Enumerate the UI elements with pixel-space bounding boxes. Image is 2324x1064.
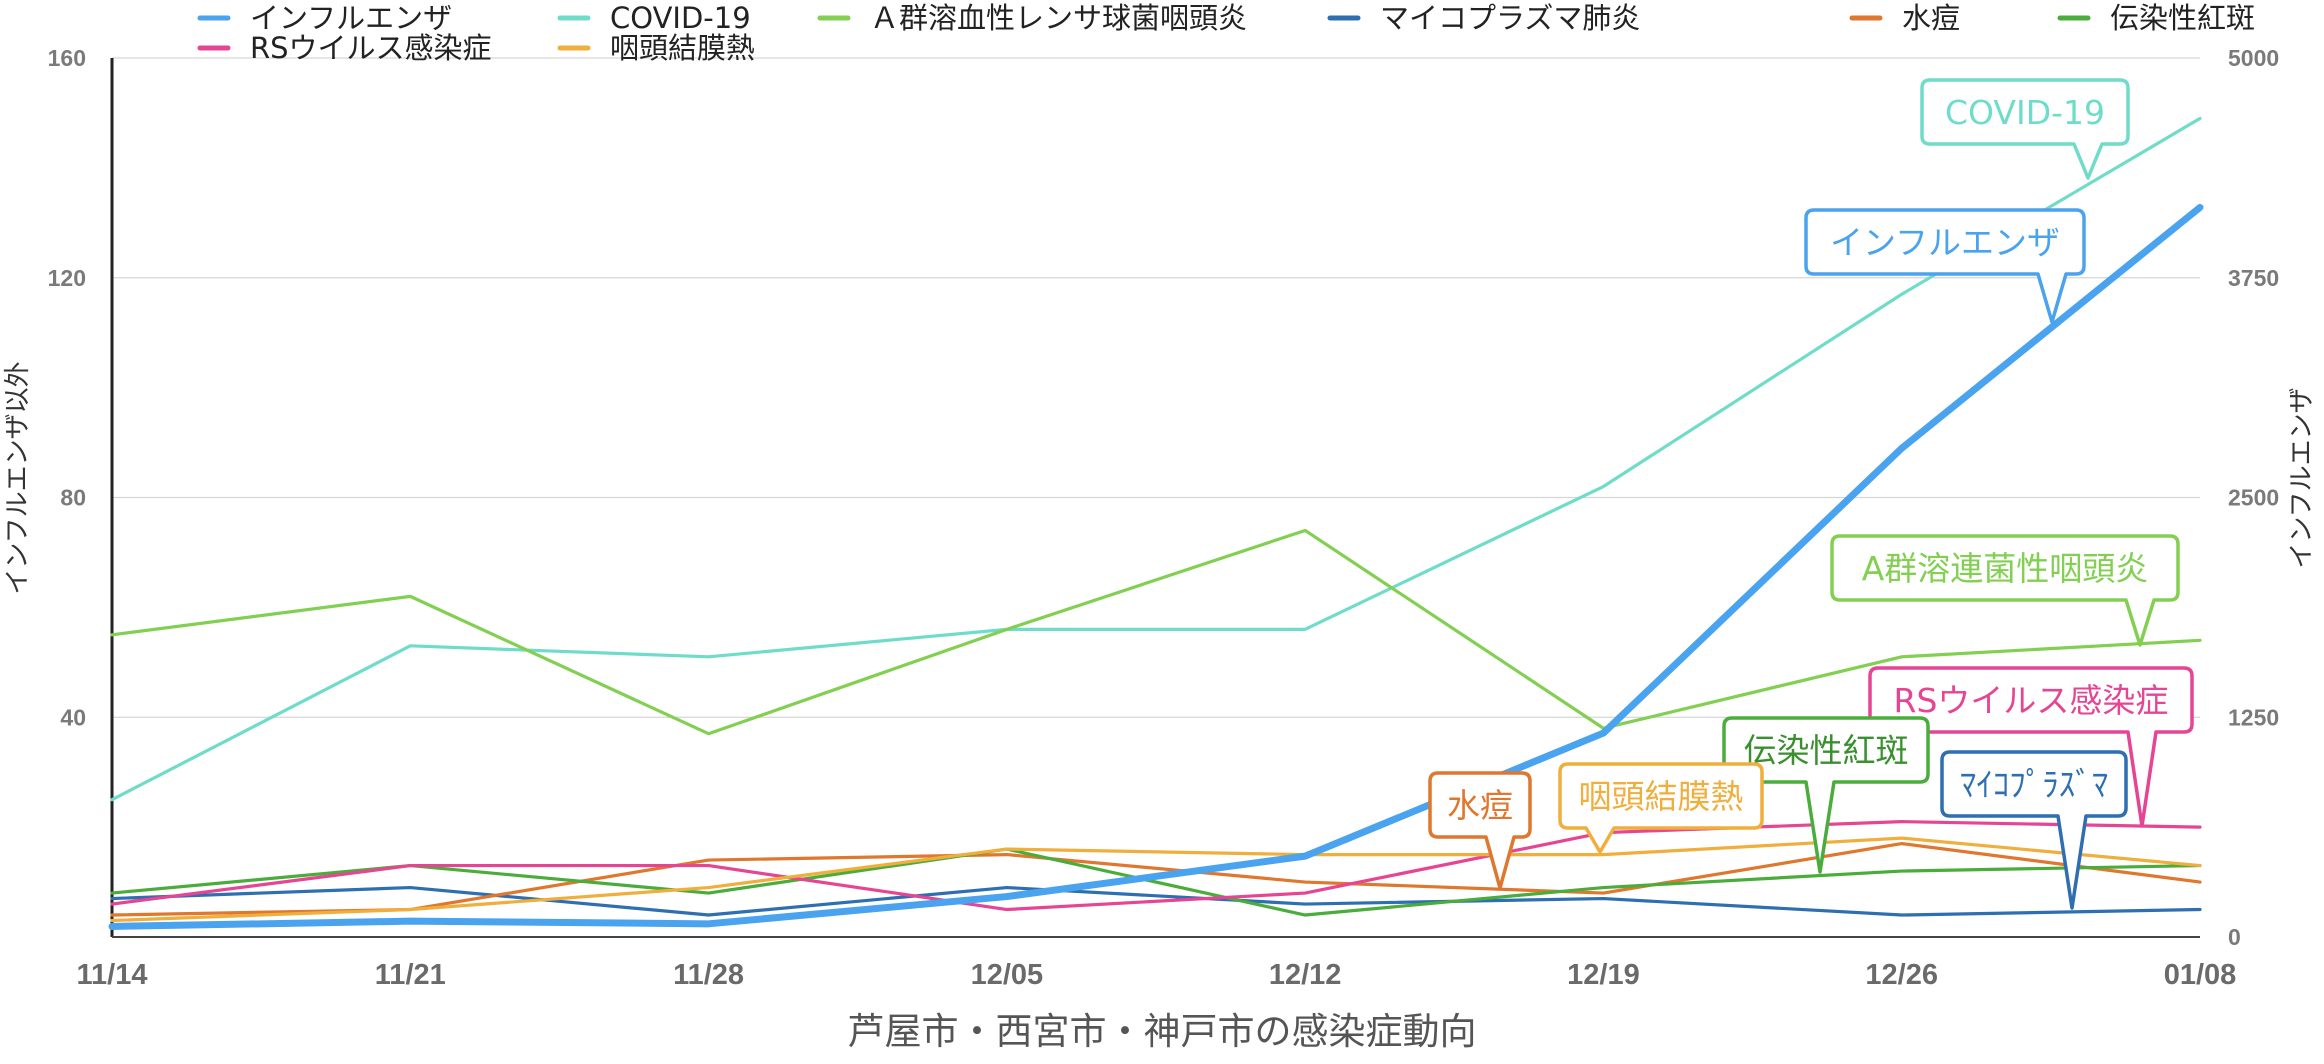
y-left-tick-label: 120 [48, 265, 86, 291]
x-tick-label: 12/12 [1269, 959, 1342, 991]
y-axis-left-title: インフルエンザ以外 [3, 361, 33, 594]
legend-label: マイコプラズマ肺炎 [1380, 1, 1640, 35]
callout-3: A群溶連菌性咽頭炎 [1830, 534, 2180, 647]
series-line [110, 528, 2202, 736]
callout-label: RSウイルス感染症 [1894, 681, 2169, 720]
callout-label: 伝染性紅斑 [1744, 731, 1909, 770]
y-axis-right-title: インフルエンザ [2287, 387, 2317, 568]
callout-label: A群溶連菌性咽頭炎 [1862, 549, 2149, 588]
callout-bubble [1804, 208, 2086, 324]
y-right-tick-label: 3750 [2228, 265, 2279, 291]
x-tick-label: 01/08 [2164, 959, 2237, 991]
callout-bubble [1558, 762, 1764, 854]
callout-label: 水痘 [1447, 786, 1513, 825]
series-line [110, 836, 2202, 923]
callout-8: 水痘 [1428, 771, 1532, 890]
callout-6: ﾏｲｺﾌﾟﾗｽﾞﾏ [1940, 750, 2128, 910]
x-tick-label: 11/14 [77, 959, 148, 991]
callout-1: COVID-19 [1920, 78, 2130, 180]
y-right-tick-label: 1250 [2228, 704, 2279, 730]
callout-label: ﾏｲｺﾌﾟﾗｽﾞﾏ [1960, 765, 2109, 804]
callout-label: 咽頭結膜熱 [1579, 777, 1744, 816]
legend-label: 水痘 [1902, 1, 1960, 35]
legend-label: RSウイルス感染症 [250, 31, 492, 65]
callout-bubble [1830, 534, 2180, 647]
legend-label: COVID-19 [610, 1, 751, 35]
x-tick-label: 12/05 [971, 959, 1044, 991]
series-line [108, 203, 2204, 930]
callout-bubble [1428, 771, 1532, 890]
series-line [110, 885, 2202, 917]
callout-5: 伝染性紅斑 [1722, 716, 1930, 874]
x-tick-label: 12/26 [1865, 959, 1938, 991]
callout-4: RSウイルス感染症 [1868, 666, 2194, 828]
y-right-tick-label: 5000 [2228, 45, 2279, 71]
x-tick-label: 11/28 [673, 959, 744, 991]
callout-bubble [1722, 716, 1930, 874]
y-right-tick-label: 2500 [2228, 485, 2279, 511]
callout-bubble [1920, 78, 2130, 180]
series-line [110, 847, 2202, 917]
legend-label: Ａ群溶血性レンサ球菌咽頭炎 [870, 1, 1247, 35]
legend-label: インフルエンザ [250, 1, 452, 35]
callout-label: インフルエンザ [1830, 223, 2060, 262]
y-left-tick-label: 160 [48, 45, 86, 71]
legend-label: 咽頭結膜熱 [610, 31, 755, 65]
legend-label: 伝染性紅斑 [2110, 1, 2255, 35]
legend: インフルエンザ COVID-19 Ａ群溶血性レンサ球菌咽頭炎 マイコプラズマ肺炎 水痘 伝… [197, 1, 2255, 65]
series-lines [108, 116, 2204, 930]
series-line [110, 820, 2202, 912]
callout-label: COVID-19 [1945, 93, 2105, 132]
y-left-tick-label: 40 [60, 704, 86, 730]
axes: 40 80 120 160 0 1250 2500 3750 5000 11/14 11/21 11/… [48, 45, 2280, 991]
callout-bubble [1868, 666, 2194, 828]
y-right-tick-label: 0 [2228, 924, 2241, 950]
callout-2: インフルエンザ [1804, 208, 2086, 324]
callout-bubble [1940, 750, 2128, 910]
callout-7: 咽頭結膜熱 [1558, 762, 1764, 854]
grid-lines [112, 57, 2200, 718]
series-line [110, 842, 2202, 917]
x-axis-title: 芦屋市・西宮市・神戸市の感染症動向 [848, 1010, 1477, 1053]
x-tick-label: 12/19 [1567, 959, 1640, 991]
x-tick-label: 11/21 [375, 959, 446, 991]
series-line [110, 116, 2202, 802]
y-left-tick-label: 80 [60, 485, 86, 511]
